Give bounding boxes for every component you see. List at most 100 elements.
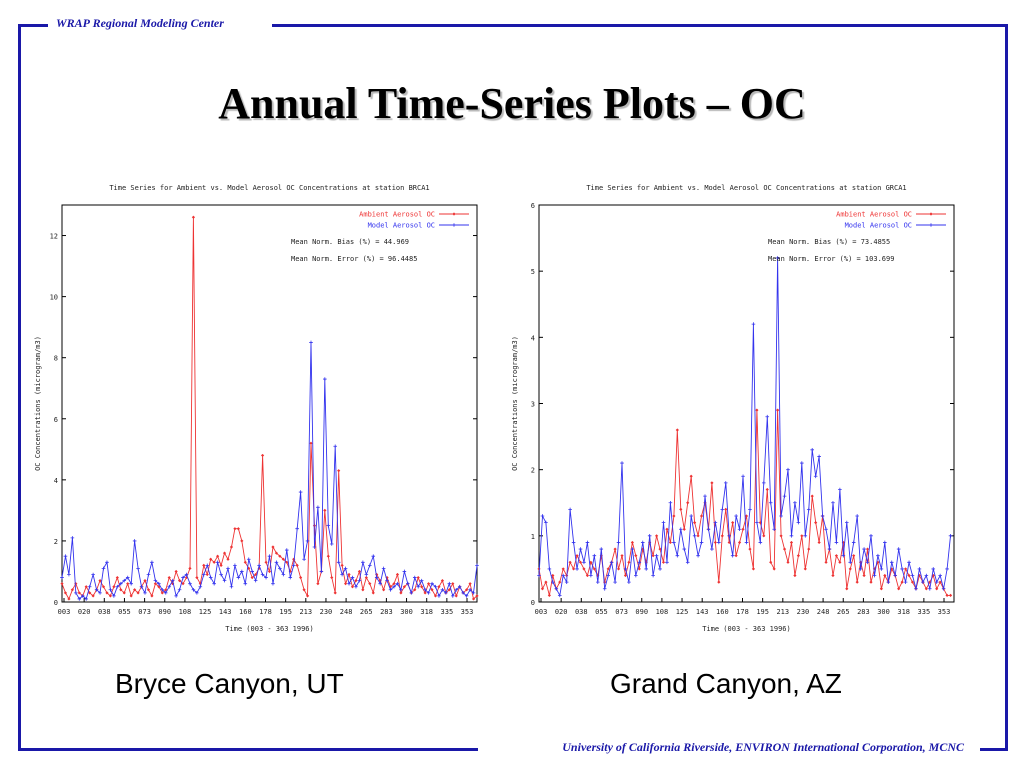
data-point-ambient: [852, 554, 856, 558]
data-point-model: [302, 557, 306, 562]
data-point-model: [855, 514, 859, 518]
y-tick-label: 8: [54, 355, 58, 363]
data-point-ambient: [150, 594, 154, 598]
data-point-model: [222, 578, 227, 583]
data-point-model: [613, 580, 617, 584]
x-tick-label: 265: [837, 608, 850, 616]
x-tick-label: 055: [595, 608, 608, 616]
data-point-ambient: [413, 588, 417, 592]
data-point-model: [568, 507, 572, 512]
data-point-ambient: [468, 582, 472, 586]
data-point-model: [108, 587, 113, 592]
data-point-ambient: [897, 587, 901, 591]
x-tick-label: 300: [400, 608, 413, 616]
data-point-model: [685, 560, 690, 565]
y-tick-label: 0: [54, 599, 58, 607]
data-point-model: [80, 594, 85, 598]
data-point-model: [554, 586, 559, 591]
data-point-model: [388, 587, 393, 592]
data-point-ambient: [786, 560, 790, 564]
data-point-ambient: [440, 579, 445, 583]
data-point-model: [927, 586, 932, 591]
data-point-model: [343, 566, 348, 571]
data-point-ambient: [558, 580, 562, 584]
data-point-model: [658, 567, 662, 571]
y-tick-label: 4: [531, 334, 535, 342]
y-tick-label: 5: [531, 268, 535, 276]
data-point-model: [236, 575, 241, 580]
data-point-model: [201, 572, 206, 577]
data-point-ambient: [454, 594, 458, 598]
data-point-ambient: [661, 560, 666, 564]
data-point-ambient: [620, 554, 624, 558]
data-point-model: [253, 578, 258, 583]
series-line-ambient: [61, 217, 478, 600]
data-point-ambient: [699, 514, 704, 518]
x-tick-label: 090: [635, 608, 648, 616]
data-point-ambient: [167, 575, 171, 580]
data-point-ambient: [814, 521, 818, 525]
data-point-model: [347, 581, 351, 586]
x-tick-label: 195: [756, 608, 769, 616]
data-point-model: [872, 573, 877, 578]
data-point-model: [627, 580, 631, 584]
data-point-model: [385, 578, 389, 583]
data-point-ambient: [212, 560, 216, 564]
data-point-model: [361, 560, 365, 565]
x-tick-label: 125: [199, 608, 212, 616]
data-point-model: [146, 572, 151, 577]
data-point-model: [824, 527, 828, 532]
data-point-ambient: [585, 573, 590, 578]
data-point-ambient: [188, 566, 192, 571]
data-point-ambient: [392, 582, 396, 586]
data-point-model: [717, 540, 721, 545]
y-axis-label: OC Concentrations (microgram/m3): [34, 336, 42, 471]
x-tick-label: 335: [441, 608, 454, 616]
data-point-ambient: [112, 585, 116, 589]
data-point-ambient: [316, 582, 320, 586]
data-point-model: [461, 591, 465, 595]
data-point-model: [893, 573, 898, 578]
data-point-ambient: [292, 557, 296, 561]
data-point-ambient: [250, 575, 254, 580]
data-point-model: [723, 481, 728, 485]
data-point-model: [595, 580, 600, 584]
data-point-ambient: [60, 582, 64, 586]
chart-title: Time Series for Ambient vs. Model Aeroso…: [109, 184, 429, 192]
data-point-ambient: [672, 514, 676, 518]
data-point-ambient: [219, 563, 223, 567]
data-point-model: [869, 534, 873, 538]
data-point-model: [153, 578, 158, 583]
data-point-ambient: [613, 547, 617, 551]
data-point-model: [198, 584, 203, 589]
data-point-model: [70, 536, 75, 540]
data-point-model: [661, 520, 666, 525]
data-point-ambient: [108, 594, 113, 598]
data-point-model: [889, 560, 894, 565]
data-point-model: [450, 594, 455, 598]
x-tick-label: 073: [615, 608, 628, 616]
data-point-model: [672, 540, 676, 545]
chart-bryce-canyon: Time Series for Ambient vs. Model Aeroso…: [34, 184, 479, 633]
data-point-model: [177, 587, 182, 592]
data-point-ambient: [247, 566, 251, 571]
data-point-model: [191, 587, 196, 592]
data-point-ambient: [115, 575, 119, 580]
data-point-model: [419, 578, 424, 583]
y-tick-label: 12: [50, 233, 58, 241]
data-point-model: [941, 586, 946, 591]
data-point-model: [720, 507, 725, 512]
data-point-ambient: [364, 575, 368, 580]
data-point-ambient: [665, 527, 669, 531]
x-tick-label: 178: [259, 608, 272, 616]
data-point-model: [163, 591, 168, 595]
data-point-ambient: [70, 588, 74, 592]
data-point-model: [665, 560, 669, 565]
data-point-model: [181, 575, 185, 580]
data-point-model: [170, 578, 175, 583]
data-point-model: [602, 586, 607, 591]
data-point-ambient: [751, 567, 756, 571]
data-point-model: [454, 587, 459, 592]
data-point-ambient: [838, 560, 842, 564]
data-point-model: [737, 527, 742, 532]
